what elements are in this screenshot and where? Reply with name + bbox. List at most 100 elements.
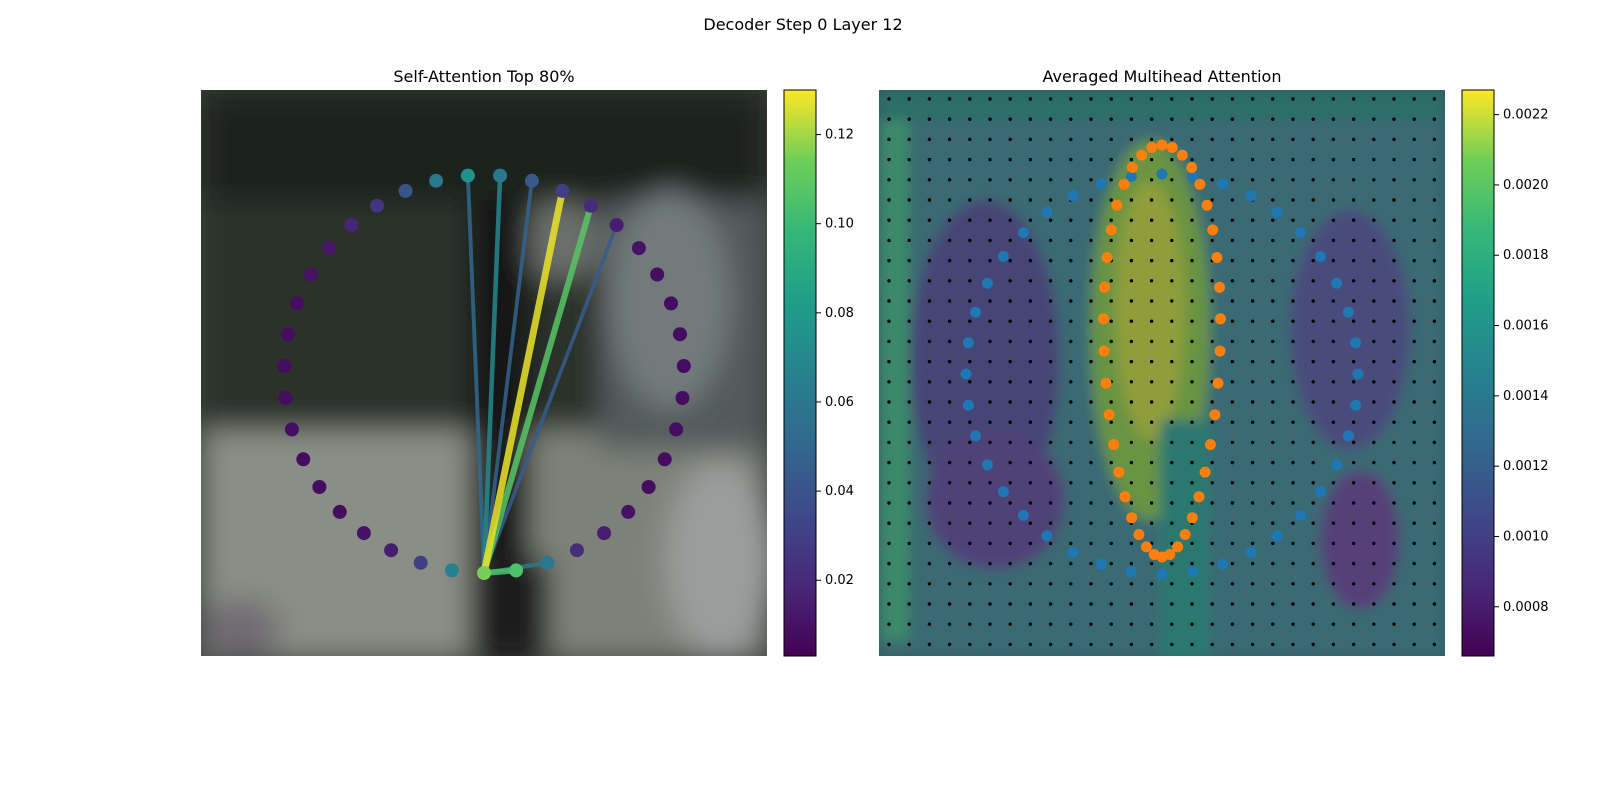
inner-ring-point bbox=[1100, 377, 1112, 389]
attention-point bbox=[284, 422, 299, 437]
grid-dot bbox=[1250, 440, 1255, 445]
inner-ring-point bbox=[1176, 149, 1188, 161]
inner-ring-point bbox=[1193, 491, 1205, 503]
grid-dot bbox=[1109, 642, 1113, 647]
grid-dot bbox=[887, 521, 891, 525]
grid-dot bbox=[1109, 521, 1113, 525]
grid-dot bbox=[1331, 359, 1336, 364]
grid-dot bbox=[1412, 178, 1416, 182]
grid-dot bbox=[1392, 582, 1396, 586]
grid-dot bbox=[1089, 602, 1093, 606]
grid-dot bbox=[1028, 359, 1033, 364]
grid-dot bbox=[1149, 602, 1154, 606]
grid-dot bbox=[1291, 541, 1295, 546]
grid-dot bbox=[1432, 460, 1437, 465]
grid-dot bbox=[1149, 359, 1154, 364]
grid-dot bbox=[1271, 157, 1275, 162]
grid-dot bbox=[1190, 258, 1194, 263]
grid-dot bbox=[927, 460, 932, 465]
grid-dot bbox=[1351, 117, 1356, 121]
grid-dot bbox=[1069, 258, 1073, 263]
outer-ring-point bbox=[1017, 509, 1029, 521]
grid-dot bbox=[1008, 198, 1012, 202]
grid-dot bbox=[1250, 602, 1255, 606]
inner-ring-points bbox=[1098, 139, 1226, 563]
outer-ring-point bbox=[1187, 171, 1199, 182]
grid-dot bbox=[1412, 258, 1416, 263]
grid-dot bbox=[988, 440, 992, 445]
grid-dot bbox=[1129, 622, 1134, 626]
grid-dot bbox=[1412, 238, 1416, 243]
grid-dot bbox=[1190, 339, 1194, 344]
grid-dot bbox=[1291, 440, 1295, 445]
attention-point bbox=[303, 267, 318, 282]
grid-dot bbox=[988, 642, 992, 647]
grid-dot bbox=[927, 299, 932, 303]
grid-dot bbox=[907, 339, 911, 344]
grid-dot bbox=[1190, 501, 1194, 505]
grid-dot bbox=[1372, 380, 1376, 384]
attention-points bbox=[277, 168, 691, 580]
grid-dot bbox=[1331, 541, 1336, 546]
grid-dot bbox=[1069, 218, 1073, 222]
grid-dot bbox=[1311, 238, 1315, 243]
grid-dot bbox=[1028, 299, 1033, 303]
grid-dot bbox=[1089, 582, 1093, 586]
grid-dot bbox=[1109, 339, 1113, 344]
attention-point bbox=[296, 452, 311, 467]
grid-dot bbox=[1351, 238, 1356, 243]
attention-point bbox=[609, 218, 624, 232]
grid-dot bbox=[1311, 561, 1315, 566]
grid-dot bbox=[1028, 642, 1033, 647]
grid-dot bbox=[1291, 218, 1295, 222]
grid-dot bbox=[1089, 400, 1093, 404]
inner-ring-point bbox=[1214, 345, 1226, 357]
grid-dot bbox=[1129, 359, 1134, 364]
grid-dot bbox=[1230, 501, 1235, 505]
grid-dot bbox=[1109, 299, 1113, 303]
grid-dot bbox=[1170, 299, 1174, 303]
grid-dot bbox=[1170, 400, 1174, 404]
grid-dot bbox=[1129, 299, 1134, 303]
grid-dot bbox=[1372, 198, 1376, 202]
grid-dot bbox=[988, 339, 992, 344]
attention-point bbox=[429, 173, 444, 188]
grid-dot bbox=[1230, 400, 1235, 404]
grid-dot bbox=[988, 238, 992, 243]
grid-dot bbox=[1250, 279, 1255, 283]
grid-dot bbox=[1331, 440, 1336, 445]
grid-dot bbox=[1210, 359, 1214, 364]
grid-dot bbox=[1170, 380, 1174, 384]
grid-dot bbox=[1008, 319, 1012, 323]
grid-dot bbox=[1291, 117, 1295, 121]
grid-dot bbox=[907, 359, 911, 364]
grid-dot bbox=[1311, 117, 1315, 121]
grid-dot bbox=[1170, 501, 1174, 505]
grid-dot bbox=[1331, 178, 1336, 182]
grid-dot bbox=[1372, 319, 1376, 323]
grid-dot bbox=[1109, 137, 1113, 142]
grid-dot bbox=[1230, 198, 1235, 202]
grid-dot bbox=[1372, 299, 1376, 303]
grid-dot bbox=[1069, 602, 1073, 606]
grid-dot bbox=[1170, 359, 1174, 364]
grid-dot bbox=[1291, 359, 1295, 364]
grid-dot bbox=[968, 137, 972, 142]
attention-point bbox=[664, 296, 678, 311]
grid-dot bbox=[1129, 440, 1134, 445]
grid-dot bbox=[1028, 460, 1033, 465]
grid-dot bbox=[887, 460, 891, 465]
grid-dot bbox=[1109, 602, 1113, 606]
outer-ring-point bbox=[1295, 227, 1307, 239]
inner-ring-point bbox=[1101, 252, 1113, 263]
grid-dot bbox=[988, 400, 992, 404]
grid-dot bbox=[1230, 420, 1235, 424]
grid-dot bbox=[968, 218, 972, 222]
grid-dot bbox=[1129, 198, 1134, 202]
grid-dot bbox=[907, 501, 911, 505]
grid-dot bbox=[968, 521, 972, 525]
grid-dot bbox=[1412, 117, 1416, 121]
grid-dot bbox=[1271, 602, 1275, 606]
grid-dot bbox=[1432, 299, 1437, 303]
grid-dot bbox=[1210, 238, 1214, 243]
